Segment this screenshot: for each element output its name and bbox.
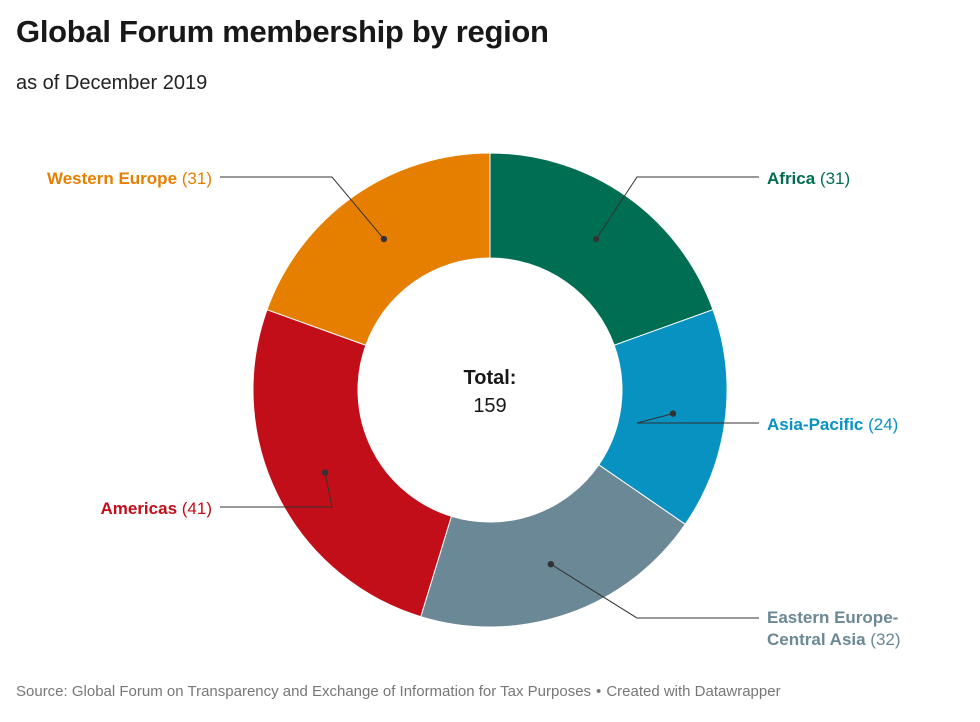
- slice-label-africa: Africa (31): [767, 169, 850, 188]
- leader-line-africa: [595, 176, 759, 240]
- slice-label-value: (31): [815, 169, 850, 188]
- source-text: Source: Global Forum on Transparency and…: [16, 683, 592, 700]
- slice-label-value: (31): [177, 169, 212, 188]
- leader-dot-africa: [592, 235, 600, 243]
- slice-label-value: (41): [177, 499, 212, 518]
- center-value: 159: [473, 395, 506, 417]
- leader-line-americas: [220, 472, 333, 508]
- slice-label-eastern-europe-central-asia: Eastern Europe- Central Asia (32): [767, 608, 901, 649]
- slice-label-name: Africa: [767, 169, 816, 188]
- slice-label-name: Central Asia: [767, 630, 866, 649]
- slice-label-value: (24): [863, 415, 898, 434]
- slice-label-name: Western Europe: [47, 169, 177, 188]
- slice-africa: [489, 152, 714, 346]
- source-separator: •: [596, 683, 602, 700]
- slices-layer: [252, 152, 728, 628]
- slice-label-americas: Americas (41): [100, 499, 212, 518]
- slice-label-name: Asia-Pacific: [767, 415, 863, 434]
- leader-line-asia-pacific: [636, 413, 759, 424]
- leader-line-eastern-europe-central-asia: [550, 563, 759, 619]
- credit-text: Created with Datawrapper: [606, 683, 781, 700]
- leader-line-western-europe: [220, 176, 385, 240]
- leader-dot-americas: [321, 469, 329, 476]
- slice-label-name: Americas: [100, 499, 177, 518]
- slice-label-value: (32): [866, 630, 901, 649]
- source-note: Source: Global Forum on Transparency and…: [16, 683, 781, 700]
- labels-layer: Africa (31) Asia-Pacific (24) Eastern Euro…: [47, 169, 901, 649]
- slice-eastern-europe-central-asia: [420, 464, 686, 628]
- slice-label-western-europe: Western Europe (31): [47, 169, 212, 188]
- leader-dot-eastern-europe-central-asia: [547, 560, 555, 568]
- chart-title: Global Forum membership by region: [16, 14, 549, 49]
- center-label: Total:: [464, 367, 517, 389]
- slice-label-asia-pacific: Asia-Pacific (24): [767, 415, 898, 434]
- leader-dot-western-europe: [380, 235, 388, 243]
- chart-subtitle: as of December 2019: [16, 72, 208, 94]
- slice-western-europe: [266, 152, 491, 346]
- slice-americas: [252, 309, 453, 618]
- slice-label-name: Eastern Europe-: [767, 608, 898, 627]
- leader-dot-asia-pacific: [669, 410, 677, 417]
